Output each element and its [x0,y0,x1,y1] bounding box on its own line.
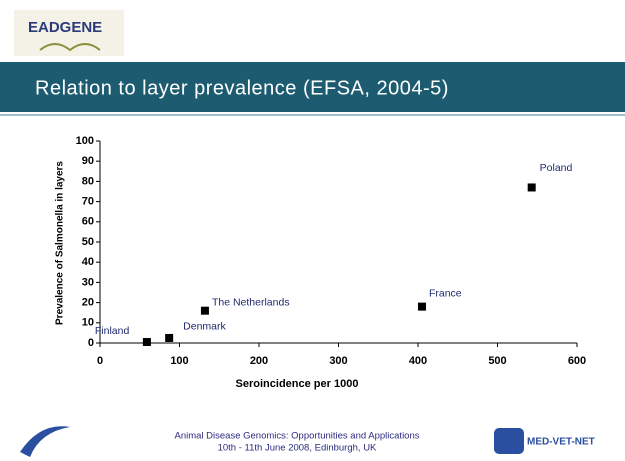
y-axis-label: Prevalence of Salmonella in layers [55,161,66,325]
point-label: France [429,287,462,299]
scatter-point [165,333,174,342]
x-tick-label: 100 [170,355,188,367]
y-tick-label: 10 [82,317,94,329]
right-logo-text: MED-VET-NET [527,437,595,448]
x-tick-label: 200 [250,355,268,367]
slide-title: Relation to layer prevalence (EFSA, 2004… [35,77,449,99]
x-tick-label: 400 [409,355,427,367]
footer-line: 10th - 11th June 2008, Edinburgh, UK [218,443,377,454]
y-tick-label: 0 [88,337,94,349]
x-tick-label: 0 [97,355,103,367]
x-tick-label: 300 [329,355,347,367]
y-tick-label: 30 [82,276,94,288]
logo-text: EADGENE [28,19,102,36]
title-rule [0,114,625,116]
x-tick-label: 600 [568,355,586,367]
y-tick-label: 100 [76,135,94,147]
right-logo-icon [494,428,524,454]
y-tick-label: 60 [82,216,94,228]
y-tick-label: 20 [82,297,94,309]
point-label: Poland [540,162,573,174]
footer-line: Animal Disease Genomics: Opportunities a… [174,431,419,442]
logo-decoration [39,43,101,52]
scatter-point [200,306,209,315]
point-label: Finland [95,325,130,337]
y-tick-label: 40 [82,256,94,268]
scatter-point [142,337,151,346]
y-tick-label: 50 [82,236,94,248]
x-tick-label: 500 [488,355,506,367]
scatter-point [527,183,536,192]
x-axis-label: Seroincidence per 1000 [236,378,359,390]
y-tick-label: 80 [82,175,94,187]
y-tick-label: 90 [82,155,94,167]
point-label: The Netherlands [212,296,290,308]
left-logo [20,426,70,457]
title-band [0,62,625,112]
scatter-point [417,302,426,311]
y-tick-label: 70 [82,196,94,208]
point-label: Denmark [183,321,226,333]
